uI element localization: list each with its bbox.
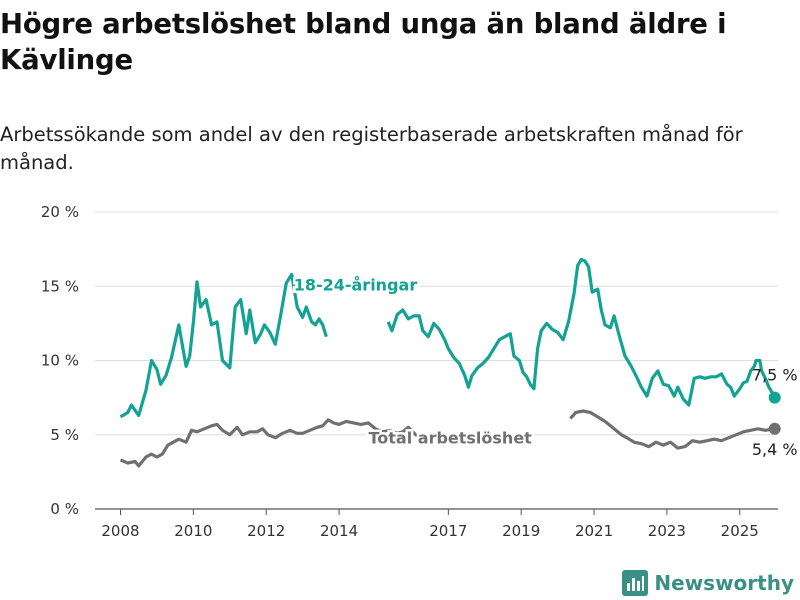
y-tick-label: 0 % [50,500,79,518]
x-tick-label: 2012 [247,522,285,540]
y-axis-ticks: 0 % 5 % 10 % 15 % 20 % [41,203,79,518]
x-tick-label: 2017 [429,522,467,540]
series-line-total-arbetslöshet [119,418,449,468]
x-tick-label: 2025 [721,522,759,540]
y-tick-label: 10 % [41,352,79,370]
newsworthy-logo-icon [622,570,649,596]
series-end-label: 7,5 % [752,366,798,385]
x-tick-label: 2008 [101,522,139,540]
x-tick-label: 2023 [648,522,686,540]
chart-subtitle: Arbetssökande som andel av den registerb… [0,123,743,174]
y-tick-label: 20 % [41,203,79,221]
brand-logo: Newsworthy [622,570,794,596]
series-name-label: Total arbetslöshet [368,429,532,448]
x-tick-label: 2021 [575,522,613,540]
series-lines [119,257,781,468]
series-name-label: 18-24-åringar [294,276,418,295]
series-line-18-24-åringar [119,272,328,419]
x-tick-label: 2010 [174,522,212,540]
brand-name: Newsworthy [654,571,794,595]
page-title: Högre arbetslöshet bland unga än bland ä… [0,8,727,76]
x-axis-ticks: 2008 2010 2012 2014 2017 2019 2021 2023 2025 [101,509,759,540]
series-end-label: 5,4 % [752,440,798,459]
series-labels: 7,5 % 18-24-åringar 5,4 % Total arbetslöshe… [291,273,798,459]
grid-lines [95,211,778,510]
series-line-18-24-åringar-recent [386,257,777,407]
series-line-total-arbetslöshet-recent [569,409,775,450]
y-tick-label: 15 % [41,277,79,295]
x-tick-label: 2014 [320,522,358,540]
x-tick-label: 2019 [502,522,540,540]
series-end-point [768,391,781,404]
y-tick-label: 5 % [50,426,79,444]
series-end-point [768,422,781,435]
